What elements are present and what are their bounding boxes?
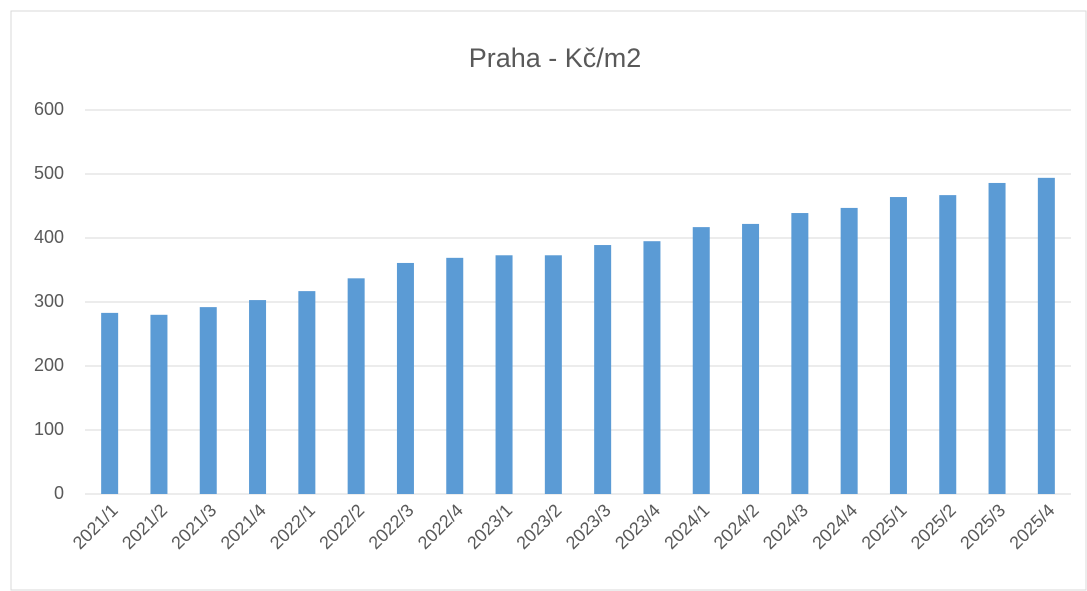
y-tick-label: 200: [34, 355, 64, 375]
bar: [199, 307, 217, 494]
bar: [594, 245, 612, 494]
bar: [643, 241, 661, 494]
bar: [298, 291, 316, 494]
bar: [889, 197, 907, 495]
bar: [249, 300, 267, 494]
y-tick-label: 500: [34, 163, 64, 183]
bar: [791, 213, 809, 495]
bar: [988, 182, 1006, 494]
bar: [396, 262, 414, 494]
chart-title: Praha - Kč/m2: [469, 43, 642, 73]
bar: [101, 312, 119, 494]
y-tick-label: 400: [34, 227, 64, 247]
bar: [692, 227, 710, 494]
bar: [1037, 177, 1055, 494]
bar: [544, 255, 562, 494]
y-tick-label: 0: [54, 483, 64, 503]
bar: [347, 278, 365, 494]
bar: [495, 255, 513, 494]
y-tick-label: 600: [34, 99, 64, 119]
bar: [939, 195, 957, 494]
bar: [742, 223, 760, 495]
bar: [840, 207, 858, 495]
bar: [150, 314, 168, 494]
y-tick-label: 300: [34, 291, 64, 311]
bar: [446, 257, 464, 494]
y-tick-label: 100: [34, 419, 64, 439]
